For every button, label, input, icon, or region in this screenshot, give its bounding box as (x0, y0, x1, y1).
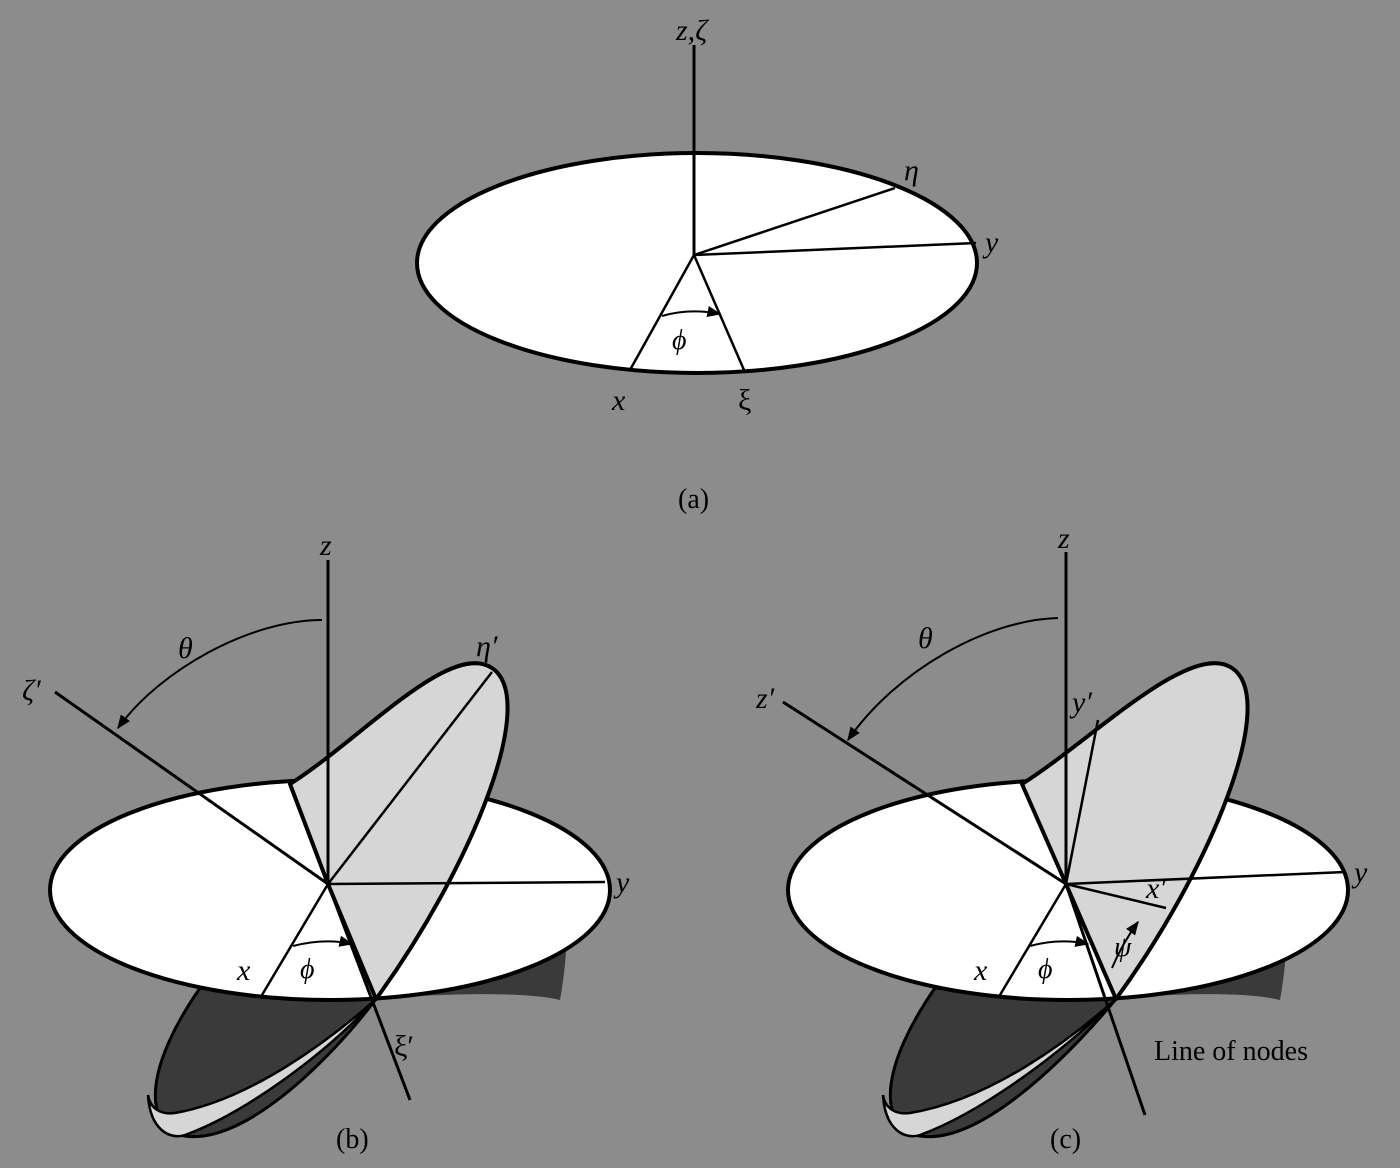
label-zeta-prime: ζ′ (22, 674, 41, 707)
panel-a: z,ζ η y ϕ x ξ (a) (415, 14, 999, 515)
zeta-prime-axis-line (54, 690, 329, 886)
y-axis-line-b (327, 880, 606, 886)
y-axis-line-c (1065, 870, 1346, 886)
panel-c: z θ z′ y′ y x′ ψ x ϕ Line of nodes (c) (755, 522, 1368, 1155)
x-axis-line-c (998, 883, 1068, 996)
x-axis-line-b (260, 883, 330, 996)
theta-arrow-c (847, 617, 1059, 742)
label-z-prime: z′ (755, 682, 775, 715)
label-y-prime: y′ (1069, 686, 1092, 719)
label-eta: η (904, 154, 919, 187)
label-y: y (982, 226, 999, 259)
label-y-c: y (1351, 856, 1368, 889)
label-line-of-nodes: Line of nodes (1154, 1036, 1308, 1067)
label-theta-c: θ (918, 622, 933, 655)
label-x-b: x (236, 954, 251, 987)
label-phi: ϕ (672, 325, 687, 356)
x-axis-line (628, 254, 696, 371)
caption-c: (c) (1050, 1124, 1081, 1155)
label-z-c: z (1057, 522, 1070, 555)
y-axis-line (693, 241, 977, 257)
eta-prime-axis-line (327, 671, 493, 885)
label-z-b: z (319, 529, 332, 562)
label-z-zeta: z,ζ (675, 14, 709, 47)
line-of-nodes-axis (1064, 883, 1147, 1116)
y-prime-axis-line (1064, 719, 1100, 885)
label-xi: ξ (738, 384, 751, 417)
label-psi: ψ (1114, 932, 1132, 963)
eta-axis-line (693, 186, 896, 257)
label-phi-c: ϕ (1038, 954, 1053, 985)
tilted-plane-lower-dark (153, 986, 379, 1139)
theta-arrow-b (117, 619, 323, 730)
z-prime-axis-line (782, 700, 1067, 886)
tilted-plane-lower-dark-c (888, 986, 1120, 1139)
label-phi-b: ϕ (300, 954, 315, 985)
tilted-plane-front (288, 661, 510, 1001)
label-eta-prime: η′ (476, 630, 498, 663)
label-y-b: y (613, 866, 630, 899)
caption-b: (b) (336, 1124, 369, 1155)
label-theta-b: θ (178, 632, 193, 665)
tilted-plane-front-c (1020, 661, 1250, 1001)
phi-arrow (661, 306, 722, 318)
panel-b: z θ ζ′ η′ y x ϕ ξ′ (b) (22, 529, 630, 1155)
phi-arrow-b (292, 935, 354, 947)
caption-a: (a) (678, 484, 709, 515)
label-x-prime: x′ (1145, 872, 1166, 905)
label-x: x (611, 384, 626, 417)
x-prime-axis-line (1065, 882, 1167, 910)
psi-arrow (1111, 920, 1139, 969)
label-xi-prime: ξ′ (394, 1030, 414, 1063)
label-x-c: x (973, 954, 988, 987)
xi-prime-axis-line (326, 883, 412, 1101)
phi-arrow-c (1029, 935, 1090, 947)
